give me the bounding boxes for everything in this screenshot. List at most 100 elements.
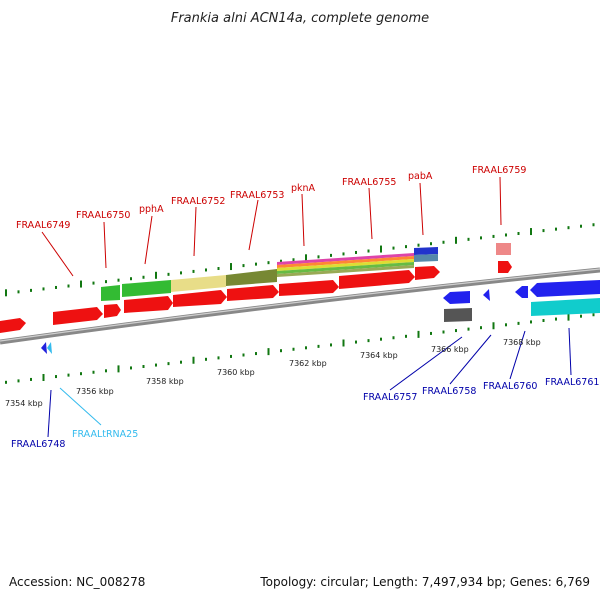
minor-tick: [192, 269, 195, 273]
minor-tick: [580, 224, 582, 228]
major-tick: [305, 254, 307, 262]
major-tick: [5, 289, 7, 297]
minor-tick: [180, 271, 182, 275]
gene-label-ppha[interactable]: pphA: [139, 204, 164, 215]
minor-tick: [542, 229, 545, 233]
gene-arrow-6760-blue[interactable]: [515, 286, 528, 298]
gene-arrow-6750-green[interactable]: [101, 285, 120, 301]
gene-arrow-6749-red[interactable]: [53, 307, 103, 325]
gene-arrow-6761-blue[interactable]: [530, 280, 600, 297]
major-tick: [42, 373, 45, 381]
gene-label-paba[interactable]: pabA: [408, 171, 433, 182]
minor-tick: [55, 285, 57, 289]
minor-tick: [30, 377, 32, 381]
gene-arrow-6761-cyan[interactable]: [531, 298, 600, 316]
minor-tick: [105, 280, 107, 284]
gene-arrow-6748-red[interactable]: [0, 318, 26, 333]
gene-arrow-6753-red[interactable]: [227, 285, 279, 301]
trna-arrow-25[interactable]: [47, 342, 52, 354]
gene-arrow-6755-red[interactable]: [339, 270, 415, 289]
gene-bar-pknA-orange[interactable]: [277, 256, 414, 268]
gene-bar-pabA-blue[interactable]: [414, 247, 438, 255]
gene-arrow-6758-blue[interactable]: [483, 289, 490, 301]
minor-tick: [205, 268, 207, 272]
gene-label-fraal6759[interactable]: FRAAL6759: [472, 165, 526, 176]
minor-tick: [505, 233, 507, 237]
gene-arrow-pphA-red[interactable]: [124, 296, 173, 313]
minor-tick: [367, 339, 370, 343]
major-tick: [417, 330, 420, 338]
gene-arrow-6757-blue[interactable]: [443, 291, 470, 304]
gene-arrow-pphA-green[interactable]: [122, 280, 171, 297]
gene-arrow-6752-red[interactable]: [173, 290, 227, 307]
gene-arrow-6757-gray[interactable]: [444, 308, 472, 322]
gene-label-fraal6755[interactable]: FRAAL6755: [342, 177, 396, 188]
minor-tick: [480, 326, 482, 330]
minor-tick: [542, 318, 545, 322]
gene-arrow-6750-red[interactable]: [104, 304, 121, 318]
minor-tick: [130, 277, 132, 281]
minor-tick: [67, 373, 70, 377]
minor-tick: [217, 356, 220, 360]
gene-label-fraal6761[interactable]: FRAAL6761: [545, 377, 599, 388]
major-tick: [380, 245, 382, 253]
gene-arrow-6759-pink[interactable]: [496, 243, 511, 255]
minor-tick: [55, 375, 57, 379]
minor-tick: [380, 337, 382, 341]
scale-label: 7362 kbp: [289, 359, 327, 368]
minor-tick: [30, 288, 32, 292]
gene-arrow-6753-olive[interactable]: [226, 269, 277, 286]
minor-tick: [342, 252, 345, 256]
minor-tick: [355, 250, 357, 254]
scale-label: 7356 kbp: [76, 387, 114, 396]
minor-tick: [230, 354, 232, 358]
gene-bar-pknA-magenta[interactable]: [277, 253, 414, 265]
minor-tick: [405, 245, 407, 249]
gene-label-fraal6749[interactable]: FRAAL6749: [16, 220, 70, 231]
minor-tick: [267, 261, 270, 265]
gene-label-fraal6750[interactable]: FRAAL6750: [76, 210, 130, 221]
gene-label-fraal6758[interactable]: FRAAL6758: [422, 386, 476, 397]
minor-tick: [130, 366, 132, 370]
minor-tick: [355, 340, 357, 344]
scale-label: 7358 kbp: [146, 377, 184, 386]
gene-arrow-pknA-red[interactable]: [279, 280, 339, 296]
gene-label-fraaltrna25[interactable]: FRAALtRNA25: [72, 429, 138, 440]
minor-tick: [280, 259, 282, 263]
minor-tick: [80, 372, 82, 376]
minor-tick: [392, 336, 395, 340]
accession-text: Accession: NC_008278: [9, 575, 146, 589]
gene-arrow-6748-blue[interactable]: [41, 342, 47, 354]
gene-label-fraal6748[interactable]: FRAAL6748: [11, 439, 65, 450]
gene-label-fraal6757[interactable]: FRAAL6757: [363, 392, 417, 403]
minor-tick: [92, 281, 95, 285]
minor-tick: [167, 362, 170, 366]
major-tick: [80, 280, 82, 288]
gene-bar-pknA-green[interactable]: [277, 262, 414, 274]
gene-label-fraal6753[interactable]: FRAAL6753: [230, 190, 284, 201]
minor-tick: [167, 272, 170, 276]
minor-tick: [555, 317, 557, 321]
gene-bar-pabA-steel[interactable]: [414, 254, 438, 262]
minor-tick: [305, 346, 307, 350]
major-tick: [492, 322, 495, 330]
minor-tick: [392, 246, 395, 250]
minor-tick: [442, 330, 445, 334]
minor-tick: [580, 314, 582, 318]
gene-label-fraal6760[interactable]: FRAAL6760: [483, 381, 537, 392]
gene-arrow-pabA-red[interactable]: [415, 266, 440, 280]
minor-tick: [592, 313, 595, 317]
minor-tick: [92, 370, 95, 374]
minor-tick: [180, 360, 182, 364]
gene-arrow-6752-yellow[interactable]: [171, 275, 226, 292]
gene-arrow-6759-red[interactable]: [498, 261, 512, 273]
gene-label-fraal6752[interactable]: FRAAL6752: [171, 196, 225, 207]
minor-tick: [517, 321, 520, 325]
minor-tick: [205, 357, 207, 361]
gene-label-pkna[interactable]: pknA: [291, 183, 316, 194]
gene-bar-pknA-olive[interactable]: [277, 265, 414, 277]
gene-bar-pknA-yellow[interactable]: [277, 259, 414, 271]
minor-tick: [555, 227, 557, 231]
minor-tick: [217, 267, 220, 271]
